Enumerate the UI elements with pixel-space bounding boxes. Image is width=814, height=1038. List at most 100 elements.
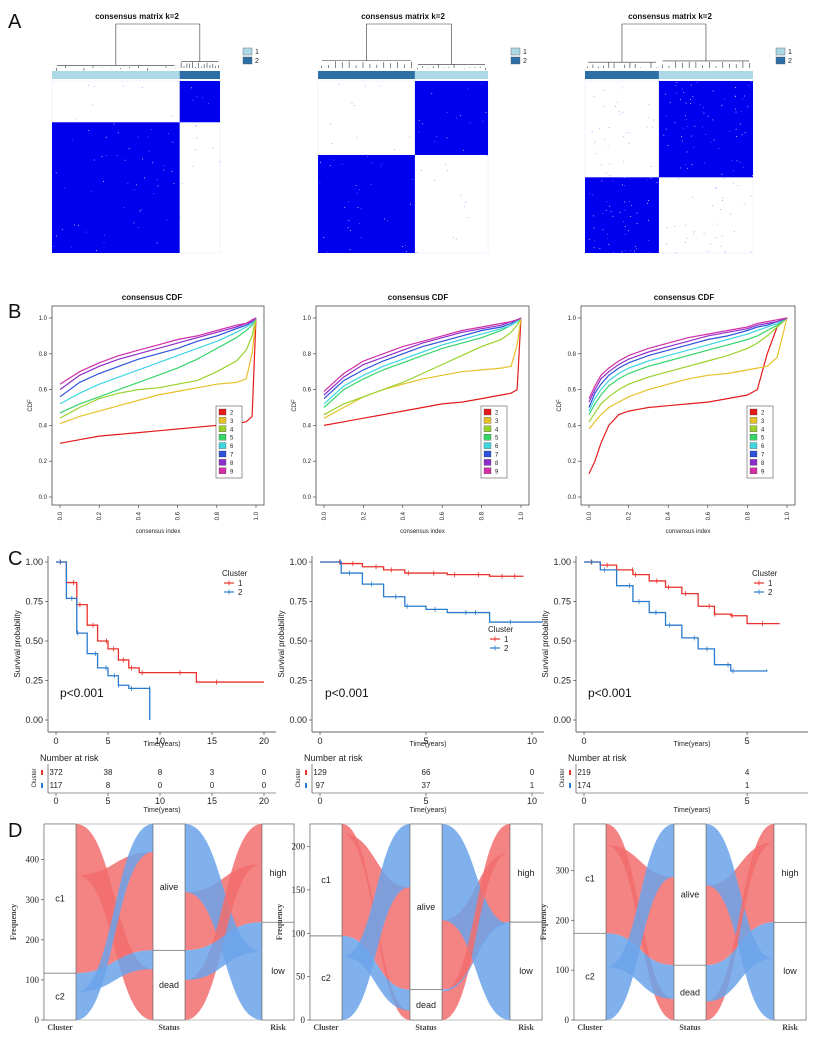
heatmap-noise (705, 186, 706, 187)
heatmap-noise (465, 201, 466, 203)
heatmap-noise (703, 233, 705, 235)
heatmap-noise (720, 245, 722, 247)
heatmap-noise (384, 218, 386, 220)
heatmap-noise (650, 178, 652, 180)
node-label-c1: c1 (585, 874, 595, 884)
risk-x-tick-label: 0 (581, 796, 586, 806)
km-curve-2 (56, 561, 151, 720)
heatmap-noise (195, 125, 197, 127)
heatmap-noise (64, 187, 66, 189)
heatmap-noise (648, 104, 650, 106)
heatmap-noise (678, 178, 680, 180)
heatmap-noise (460, 194, 462, 196)
x-tick-label: 0.0 (587, 511, 593, 520)
heatmap-noise (78, 225, 79, 226)
cdf-series-4 (59, 317, 257, 419)
heatmap-noise (723, 178, 725, 179)
heatmap-noise (722, 197, 724, 199)
heatmap-noise (734, 95, 736, 97)
y-tick-label: 150 (292, 885, 306, 895)
x-tick-label: 0.2 (361, 511, 367, 520)
heatmap-noise (654, 136, 656, 138)
flow-c2-dead (606, 933, 674, 1000)
heatmap-noise (166, 219, 168, 221)
y-tick-label: 0.50 (289, 636, 307, 646)
heatmap-noise (590, 134, 592, 136)
flow-c2-dead (76, 950, 153, 992)
node-label-c2: c2 (585, 972, 595, 982)
heatmap-noise (172, 141, 174, 143)
heatmap-noise (486, 193, 488, 194)
heatmap-noise (704, 162, 706, 164)
heatmap-noise (212, 147, 214, 149)
cdf-series-3 (323, 317, 522, 419)
flow-dead-high (706, 824, 774, 1020)
risk-count: 66 (422, 768, 431, 777)
x-tick-label: 0.6 (176, 511, 182, 520)
heatmap-noise (732, 170, 734, 172)
legend-label: 2 (768, 588, 773, 597)
node-alive (152, 823, 186, 951)
heatmap-noise (685, 235, 686, 237)
heatmap-noise (95, 249, 97, 251)
node-label-c1: c1 (321, 875, 331, 885)
y-tick-label: 0 (565, 1015, 570, 1025)
node-c1 (573, 823, 607, 934)
heatmap-noise (187, 221, 188, 223)
legend-swatch (749, 425, 758, 432)
risk-count: 0 (158, 781, 163, 790)
heatmap-noise (434, 180, 435, 181)
heatmap-noise (680, 99, 681, 101)
heatmap-noise (656, 160, 657, 162)
legend-title: Cluster (488, 625, 514, 634)
heatmap-noise (703, 107, 704, 109)
x-axis-label: Time(years) (673, 741, 710, 748)
x-axis-label: Time(years) (143, 741, 180, 748)
heatmap-noise (687, 200, 689, 202)
heatmap-noise (680, 136, 682, 137)
heatmap-noise (742, 166, 744, 168)
x-tick-label: 0.8 (745, 511, 751, 520)
legend-swatch (218, 417, 227, 424)
risk-x-axis-label: Time(years) (673, 807, 710, 814)
heatmap-noise (402, 246, 403, 247)
risk-table-ylabel: Cluster (560, 768, 566, 787)
heatmap-noise (595, 141, 597, 143)
km-plot-1: 0.000.250.500.751.000 5 10 15 20Time(years)S… (13, 556, 276, 814)
heatmap-noise (56, 235, 57, 237)
y-axis-label: Frequency (539, 904, 548, 940)
heatmap-noise (603, 90, 605, 91)
heatmap-noise (666, 227, 668, 228)
heatmap-noise (609, 159, 611, 161)
heatmap-noise (636, 155, 638, 156)
heatmap-noise (742, 98, 744, 100)
consensus-block (52, 122, 180, 253)
heatmap-noise (648, 252, 650, 254)
y-tick-label: 200 (556, 915, 570, 925)
consensus-block (414, 81, 488, 155)
y-tick-label: 0.00 (25, 715, 43, 725)
heatmap-noise (93, 159, 95, 161)
legend-label: 8 (495, 461, 499, 467)
heatmap-noise (608, 127, 610, 128)
heatmap-noise (648, 240, 650, 242)
heatmap-noise (610, 210, 612, 212)
cdf-legend-box (215, 405, 243, 479)
x-tick-label: 0 (317, 736, 322, 746)
heatmap-noise (647, 118, 649, 119)
heatmap-noise (634, 250, 635, 252)
legend-swatch (749, 459, 758, 466)
heatmap-noise (329, 137, 331, 138)
flow-dead-low (706, 922, 774, 1002)
cdf-legend-box (746, 405, 774, 479)
heatmap-noise (694, 206, 696, 208)
heatmap-noise (685, 237, 687, 239)
x-axis-label: consensus index (136, 529, 181, 535)
heatmap-noise (73, 224, 75, 226)
risk-x-axis-label: Time(years) (143, 807, 180, 814)
cdf-series-4 (588, 317, 788, 423)
heatmap-noise (624, 226, 626, 227)
x-axis-label: Cluster (577, 1023, 603, 1032)
risk-count: 1 (530, 781, 535, 790)
heatmap-noise (52, 87, 54, 89)
